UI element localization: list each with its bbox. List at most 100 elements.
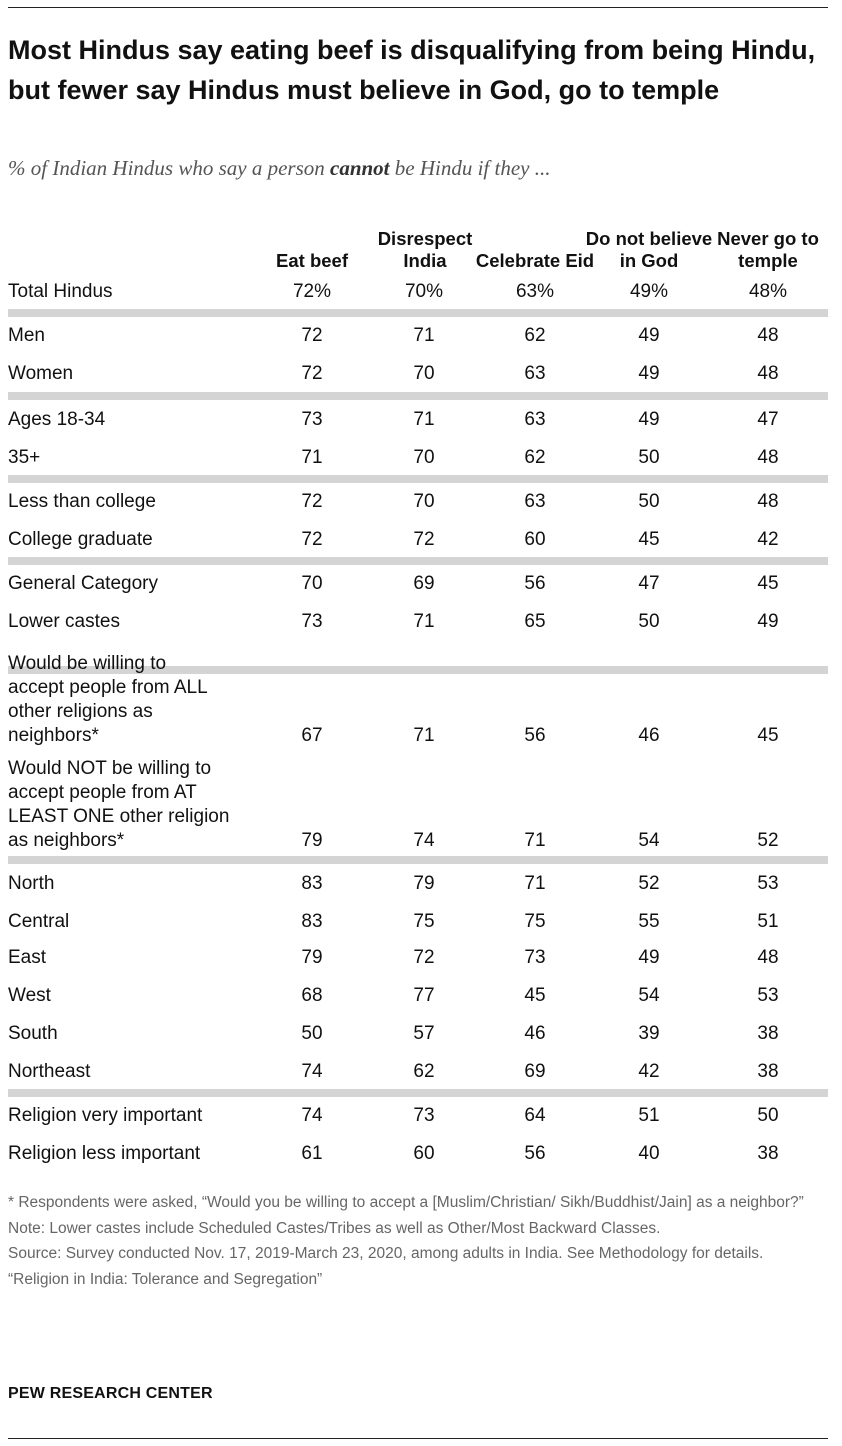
- data-cell: 79: [413, 873, 435, 894]
- data-cell: 71: [301, 447, 323, 468]
- data-cell: 64: [524, 1105, 546, 1126]
- data-cell: 52: [757, 830, 779, 851]
- data-cell: 38: [757, 1061, 779, 1082]
- column-header-celebrate-eid: Celebrate Eid: [475, 250, 595, 271]
- table-row: Men 72 71 62 49 48: [0, 324, 842, 348]
- data-cell: 73: [524, 947, 546, 968]
- group-separator: [8, 557, 828, 565]
- data-cell: 42: [638, 1061, 660, 1082]
- chart-subtitle: % of Indian Hindus who say a person cann…: [8, 156, 550, 181]
- data-cell: 55: [638, 911, 660, 932]
- data-cell: 68: [301, 985, 323, 1006]
- table-row: Less than college 72 70 63 50 48: [0, 490, 842, 514]
- row-label: Central: [8, 911, 70, 932]
- row-label: General Category: [8, 573, 158, 594]
- row-label: 35+: [8, 447, 41, 468]
- data-cell: 62: [524, 447, 546, 468]
- data-cell: 49%: [629, 281, 669, 302]
- table-row: Would NOT be willing to accept people fr…: [0, 757, 842, 853]
- data-cell: 50: [638, 491, 660, 512]
- data-cell: 46: [524, 1023, 546, 1044]
- data-cell: 50: [638, 447, 660, 468]
- data-cell: 73: [301, 611, 323, 632]
- data-cell: 48: [757, 491, 779, 512]
- data-cell: 72%: [292, 281, 332, 302]
- source-note: Source: Survey conducted Nov. 17, 2019-M…: [8, 1245, 764, 1263]
- row-label: Northeast: [8, 1061, 91, 1082]
- data-cell: 77: [413, 985, 435, 1006]
- data-cell: 69: [524, 1061, 546, 1082]
- castes-note: Note: Lower castes include Scheduled Cas…: [8, 1219, 661, 1237]
- data-cell: 49: [638, 325, 660, 346]
- row-label: Lower castes: [8, 611, 120, 632]
- data-cell: 71: [413, 325, 435, 346]
- table-row: Lower castes 73 71 65 50 49: [0, 610, 842, 634]
- bottom-rule: [8, 1438, 828, 1439]
- data-cell: 72: [301, 491, 323, 512]
- data-cell: 67: [301, 725, 323, 746]
- data-cell: 72: [413, 529, 435, 550]
- data-cell: 48%: [748, 281, 788, 302]
- data-cell: 73: [301, 409, 323, 430]
- data-cell: 45: [638, 529, 660, 550]
- group-separator: [8, 392, 828, 400]
- data-cell: 63: [524, 363, 546, 384]
- data-cell: 49: [638, 409, 660, 430]
- table-row: Ages 18-34 73 71 63 49 47: [0, 408, 842, 432]
- data-cell: 74: [413, 830, 435, 851]
- data-cell: 72: [301, 363, 323, 384]
- table-row: East 79 72 73 49 48: [0, 946, 842, 970]
- data-cell: 47: [757, 409, 779, 430]
- data-cell: 51: [757, 911, 779, 932]
- subtitle-text: % of Indian Hindus who say a person: [8, 156, 330, 180]
- data-cell: 54: [638, 985, 660, 1006]
- table-row: South 50 57 46 39 38: [0, 1022, 842, 1046]
- data-cell: 61: [301, 1143, 323, 1164]
- data-cell: 40: [638, 1143, 660, 1164]
- data-cell: 83: [301, 911, 323, 932]
- data-cell: 39: [638, 1023, 660, 1044]
- data-cell: 62: [524, 325, 546, 346]
- data-cell: 72: [301, 529, 323, 550]
- subtitle-text-end: be Hindu if they ...: [389, 156, 551, 180]
- data-cell: 52: [638, 873, 660, 894]
- data-cell: 57: [413, 1023, 435, 1044]
- row-label: College graduate: [8, 529, 153, 550]
- table-row: Total Hindus 72% 70% 63% 49% 48%: [0, 280, 842, 304]
- data-cell: 69: [413, 573, 435, 594]
- chart-title: Most Hindus say eating beef is disqualif…: [8, 35, 816, 105]
- row-label: Men: [8, 325, 45, 346]
- data-cell: 71: [413, 725, 435, 746]
- data-cell: 48: [757, 947, 779, 968]
- row-label: Religion less important: [8, 1143, 201, 1164]
- column-header-disrespect-india: Disrespect India: [377, 228, 473, 271]
- data-cell: 56: [524, 725, 546, 746]
- subtitle-emphasis: cannot: [330, 156, 390, 180]
- data-cell: 60: [413, 1143, 435, 1164]
- table-row: Religion less important 61 60 56 40 38: [0, 1142, 842, 1166]
- data-cell: 50: [301, 1023, 323, 1044]
- data-cell: 54: [638, 830, 660, 851]
- row-label: Women: [8, 363, 74, 384]
- table-row: 35+ 71 70 62 50 48: [0, 446, 842, 470]
- data-cell: 70: [413, 491, 435, 512]
- data-cell: 71: [524, 873, 546, 894]
- report-title: “Religion in India: Tolerance and Segreg…: [8, 1270, 323, 1288]
- data-cell: 53: [757, 873, 779, 894]
- data-cell: 63%: [515, 281, 555, 302]
- group-separator: [8, 856, 828, 864]
- data-cell: 49: [757, 611, 779, 632]
- table-row: Women 72 70 63 49 48: [0, 362, 842, 386]
- data-cell: 71: [524, 830, 546, 851]
- data-cell: 50: [757, 1105, 779, 1126]
- column-header-do-not-believe-in-god: Do not believe in God: [585, 228, 713, 271]
- data-cell: 48: [757, 325, 779, 346]
- data-cell: 70: [301, 573, 323, 594]
- table-row: West 68 77 45 54 53: [0, 984, 842, 1008]
- data-cell: 46: [638, 725, 660, 746]
- data-cell: 72: [413, 947, 435, 968]
- data-cell: 70%: [404, 281, 444, 302]
- data-cell: 49: [638, 363, 660, 384]
- data-cell: 45: [524, 985, 546, 1006]
- brand-logo-text: PEW RESEARCH CENTER: [8, 1385, 213, 1402]
